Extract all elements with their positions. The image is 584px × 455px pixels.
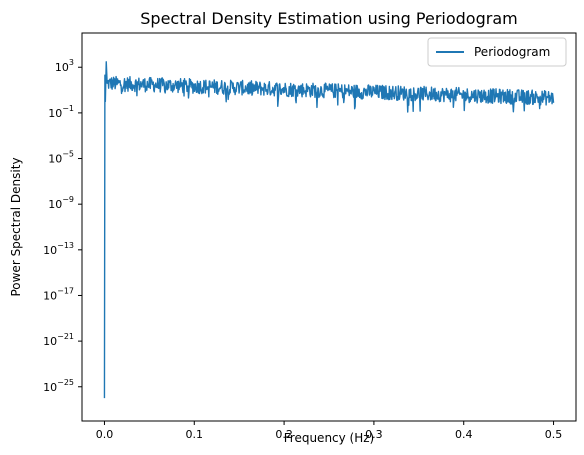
y-tick-label: 10−25 <box>43 378 74 394</box>
x-ticks: 0.0 0.1 0.2 0.3 0.4 0.5 <box>96 421 563 441</box>
line-layer <box>103 61 555 399</box>
y-tick-label: 10−5 <box>48 150 74 166</box>
y-tick-label: 103 <box>55 58 74 74</box>
legend-box <box>427 37 567 67</box>
x-tick-label: 0.5 <box>545 428 563 441</box>
y-tick-label: 10−17 <box>43 286 74 302</box>
y-tick-label: 10−13 <box>43 241 74 257</box>
x-tick-label: 0.4 <box>455 428 473 441</box>
y-axis-label: Power Spectral Density <box>9 157 23 296</box>
x-tick-label: 0.2 <box>275 428 293 441</box>
periodogram-line <box>103 61 555 399</box>
chart-title: Spectral Density Estimation using Period… <box>140 9 517 28</box>
x-tick-label: 0.0 <box>96 428 114 441</box>
x-tick-label: 0.3 <box>365 428 383 441</box>
x-tick-label: 0.1 <box>186 428 204 441</box>
legend-label-periodogram: Periodogram <box>474 45 550 59</box>
axes-frame <box>81 32 577 422</box>
y-tick-label: 10−1 <box>48 104 74 120</box>
x-axis-label: Frequency (Hz) <box>284 431 375 445</box>
y-tick-label: 10−9 <box>48 195 74 211</box>
y-tick-label: 10−21 <box>43 332 74 348</box>
legend: Periodogram <box>427 37 567 67</box>
plot-area: 0.0 0.1 0.2 0.3 0.4 0.5 10−2510−2110−1710−131… <box>43 32 577 441</box>
y-ticks: 10−25 10−21 10−17 10−13 10−9 10−5 10−1 103 <box>43 58 82 394</box>
